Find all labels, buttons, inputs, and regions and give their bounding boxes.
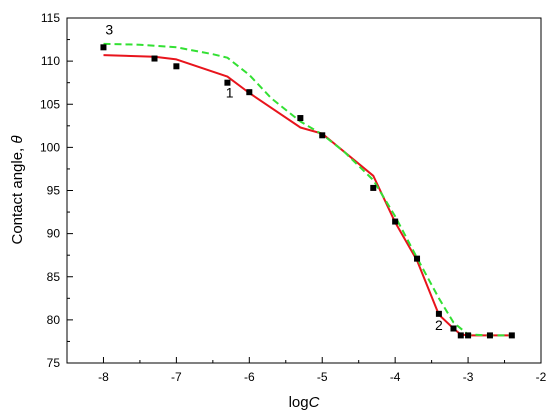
data-point-marker	[392, 218, 399, 225]
x-tick-label: -5	[317, 370, 328, 384]
data-point-marker	[100, 44, 107, 51]
curve-number-label: 3	[105, 21, 113, 37]
data-point-marker	[457, 332, 464, 339]
x-tick-label: -2	[536, 370, 547, 384]
data-point-marker	[508, 332, 515, 339]
y-tick-label: 110	[41, 54, 60, 68]
data-point-marker	[224, 79, 231, 86]
series-layer	[103, 42, 512, 337]
x-tick-label: -8	[98, 370, 109, 384]
series-3-dashed-line	[103, 42, 512, 337]
y-tick-label: 105	[40, 97, 60, 111]
y-tick-label: 100	[40, 140, 60, 154]
y-axis-label-variable: θ	[9, 135, 26, 143]
annotation-layer: 3 1 2	[105, 21, 443, 333]
x-tick-label: -3	[463, 370, 474, 384]
plot-frame	[66, 17, 542, 364]
x-tick-label: -6	[244, 370, 255, 384]
curve-number-label: 2	[435, 317, 443, 333]
y-tick-label: 80	[47, 313, 61, 327]
data-point-marker	[151, 55, 158, 62]
data-point-marker	[435, 310, 442, 317]
x-axis-label-variable: C	[309, 394, 320, 411]
data-point-marker	[297, 115, 304, 122]
y-axis-ticks: 75 80 85 90 95 100 105 110 115	[40, 11, 73, 370]
data-point-marker	[319, 132, 326, 139]
marker-layer	[100, 44, 515, 339]
x-tick-label: -7	[171, 370, 182, 384]
y-tick-label: 90	[47, 227, 61, 241]
y-axis-label: Contact angle, θ	[9, 135, 26, 244]
data-point-marker	[173, 63, 180, 70]
series-1-solid-line	[103, 54, 512, 337]
data-point-marker	[246, 89, 253, 96]
x-axis-label: logC	[289, 394, 320, 411]
y-axis-label-prefix: Contact angle,	[9, 144, 26, 245]
data-point-marker	[486, 332, 493, 339]
y-tick-label: 85	[47, 270, 61, 284]
x-axis-ticks: -8 -7 -6 -5 -4 -3 -2	[98, 357, 547, 384]
x-axis-label-prefix: log	[289, 394, 309, 411]
data-point-marker	[465, 332, 472, 339]
data-point-marker	[370, 184, 377, 191]
y-tick-label: 115	[41, 11, 60, 25]
y-tick-label: 95	[47, 184, 61, 198]
y-tick-label: 75	[47, 356, 61, 370]
data-point-marker	[414, 255, 421, 262]
data-point-marker	[450, 325, 457, 332]
curve-number-label: 1	[226, 84, 234, 100]
x-tick-label: -4	[390, 370, 401, 384]
